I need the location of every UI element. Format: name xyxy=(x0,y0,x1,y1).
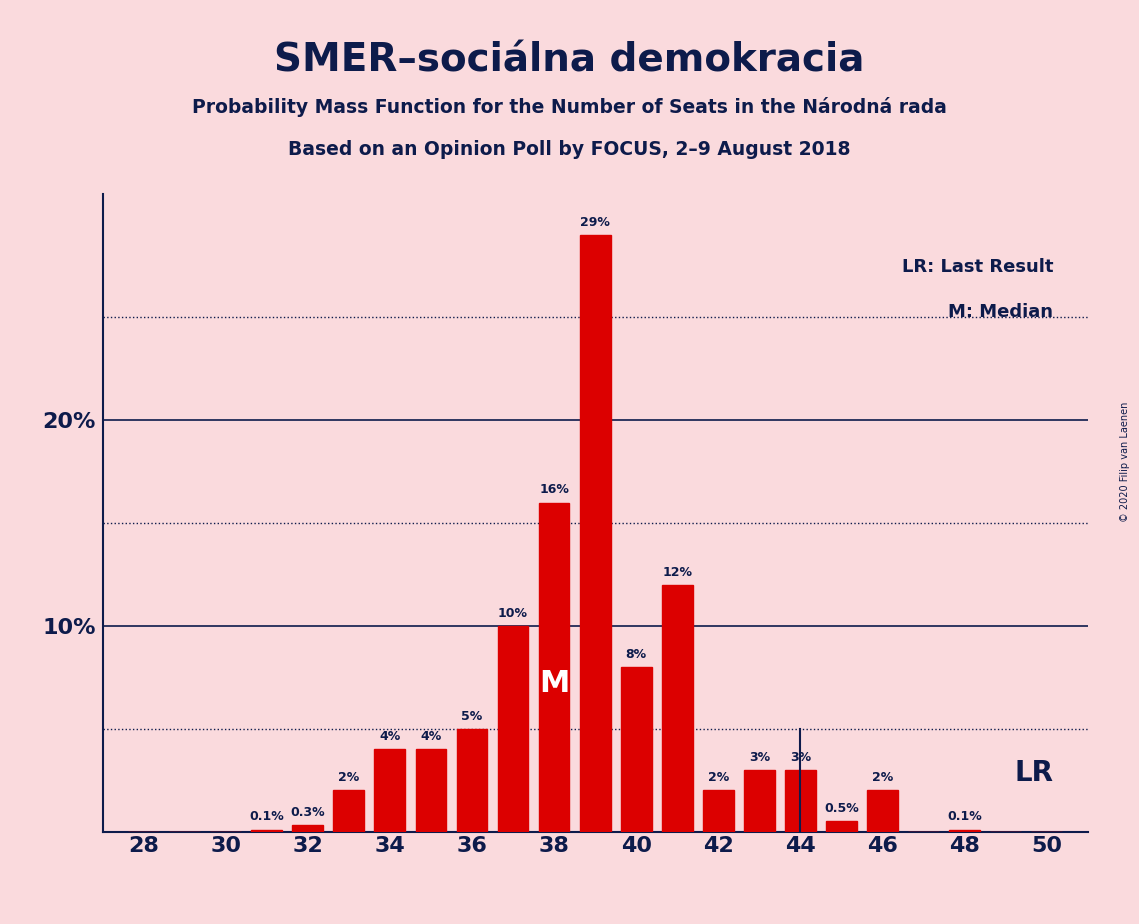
Bar xyxy=(334,790,364,832)
Bar xyxy=(785,770,816,832)
Bar xyxy=(539,503,570,832)
Text: SMER–sociálna demokracia: SMER–sociálna demokracia xyxy=(274,42,865,79)
Text: 3%: 3% xyxy=(789,750,811,764)
Text: M: Median: M: Median xyxy=(949,303,1054,321)
Bar xyxy=(744,770,775,832)
Text: Probability Mass Function for the Number of Seats in the Národná rada: Probability Mass Function for the Number… xyxy=(192,97,947,117)
Text: 4%: 4% xyxy=(379,730,401,743)
Bar xyxy=(826,821,857,832)
Text: 29%: 29% xyxy=(580,216,611,229)
Bar xyxy=(457,729,487,832)
Text: 2%: 2% xyxy=(707,772,729,784)
Text: 0.3%: 0.3% xyxy=(290,807,325,820)
Text: 3%: 3% xyxy=(748,750,770,764)
Bar xyxy=(580,236,611,832)
Text: 0.1%: 0.1% xyxy=(948,810,982,823)
Text: 5%: 5% xyxy=(461,710,483,723)
Bar xyxy=(621,667,652,832)
Text: 10%: 10% xyxy=(498,607,528,620)
Text: 12%: 12% xyxy=(662,565,693,578)
Bar xyxy=(949,830,980,832)
Text: 0.1%: 0.1% xyxy=(249,810,284,823)
Bar xyxy=(867,790,898,832)
Bar xyxy=(293,825,323,832)
Bar xyxy=(498,626,528,832)
Bar xyxy=(252,830,282,832)
Text: 2%: 2% xyxy=(871,772,893,784)
Bar xyxy=(662,585,693,832)
Text: 0.5%: 0.5% xyxy=(823,802,859,815)
Text: 2%: 2% xyxy=(338,772,360,784)
Text: © 2020 Filip van Laenen: © 2020 Filip van Laenen xyxy=(1121,402,1130,522)
Text: LR: Last Result: LR: Last Result xyxy=(902,259,1054,276)
Text: Based on an Opinion Poll by FOCUS, 2–9 August 2018: Based on an Opinion Poll by FOCUS, 2–9 A… xyxy=(288,140,851,160)
Bar xyxy=(703,790,734,832)
Text: 8%: 8% xyxy=(625,648,647,661)
Text: LR: LR xyxy=(1014,759,1054,787)
Text: 4%: 4% xyxy=(420,730,442,743)
Bar xyxy=(416,749,446,832)
Bar xyxy=(375,749,405,832)
Text: M: M xyxy=(539,669,570,698)
Text: 16%: 16% xyxy=(539,483,570,496)
